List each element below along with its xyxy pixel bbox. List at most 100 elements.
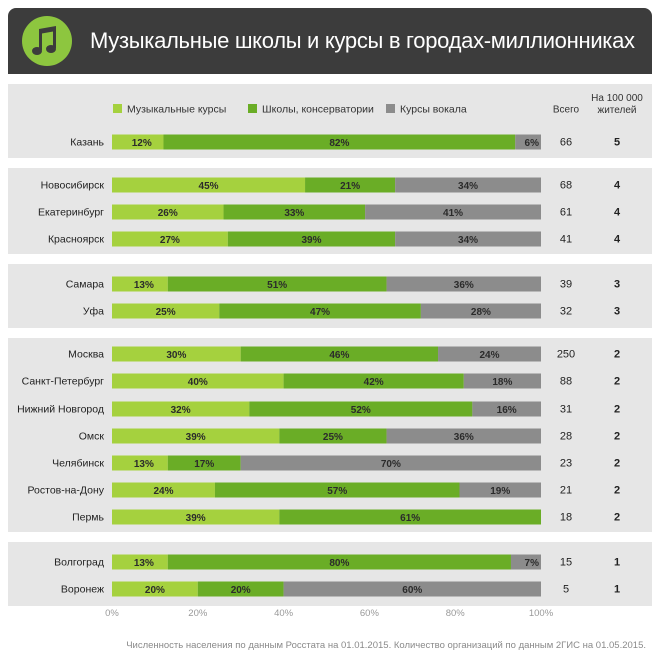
data-label: 57% xyxy=(327,486,347,497)
per100k-value: 3 xyxy=(614,306,620,318)
x-tick-label: 20% xyxy=(188,608,208,619)
header-bar: Музыкальные школы и курсы в городах-милл… xyxy=(8,8,652,74)
total-value: 21 xyxy=(560,485,572,497)
data-label: 60% xyxy=(402,585,422,596)
data-label: 39% xyxy=(301,235,321,246)
city-label: Казань xyxy=(70,137,104,149)
city-label: Новосибирск xyxy=(41,180,105,192)
column-header-total: Всего xyxy=(553,105,580,116)
footnote: Численность населения по данным Росстата… xyxy=(126,640,646,651)
bar-segment xyxy=(167,455,241,471)
total-value: 31 xyxy=(560,404,572,416)
stacked-bar-chart: Музыкальные курсы Школы, консерватории Кур… xyxy=(8,84,652,619)
data-label: 20% xyxy=(231,585,251,596)
per100k-value: 4 xyxy=(614,180,621,192)
city-label: Омск xyxy=(79,431,105,443)
bar-segment xyxy=(112,373,284,389)
x-tick-label: 60% xyxy=(360,608,380,619)
data-label: 24% xyxy=(153,486,173,497)
bar-segment xyxy=(214,482,460,498)
legend-swatch xyxy=(248,104,257,113)
data-label: 36% xyxy=(454,280,474,291)
data-label: 33% xyxy=(284,208,304,219)
bar-segment xyxy=(472,401,541,417)
bar-segment xyxy=(305,177,396,193)
total-value: 68 xyxy=(560,180,572,192)
total-value: 61 xyxy=(560,207,572,219)
bar-segment xyxy=(515,134,541,150)
total-value: 250 xyxy=(557,349,575,361)
city-label: Волгоград xyxy=(54,557,104,569)
total-value: 28 xyxy=(560,431,572,443)
city-label: Нижний Новгород xyxy=(17,404,104,416)
city-label: Москва xyxy=(68,349,104,361)
city-label: Самара xyxy=(66,279,104,291)
column-header-per100k: На 100 000 xyxy=(591,93,643,104)
data-label: 39% xyxy=(186,432,206,443)
total-value: 18 xyxy=(560,512,572,524)
x-tick-label: 40% xyxy=(274,608,294,619)
legend-swatch xyxy=(113,104,122,113)
bar-segment xyxy=(167,554,511,570)
bar-segment xyxy=(112,134,164,150)
total-value: 15 xyxy=(560,557,572,569)
per100k-value: 1 xyxy=(614,584,620,596)
total-value: 5 xyxy=(563,584,569,596)
city-label: Ростов-на-Дону xyxy=(28,485,105,497)
data-label: 30% xyxy=(166,350,186,361)
per100k-value: 4 xyxy=(614,207,621,219)
city-label: Санкт-Петербург xyxy=(22,376,105,388)
data-label: 13% xyxy=(134,280,154,291)
city-label: Пермь xyxy=(72,512,104,524)
column-header-per100k: жителей xyxy=(598,105,637,116)
city-label: Екатеринбург xyxy=(38,207,104,219)
bar-segment xyxy=(112,276,168,292)
data-label: 39% xyxy=(186,513,206,524)
bar-segment xyxy=(112,482,215,498)
data-label: 34% xyxy=(458,181,478,192)
per100k-value: 3 xyxy=(614,279,620,291)
bar-segment xyxy=(112,204,224,220)
per100k-value: 2 xyxy=(614,404,620,416)
per100k-value: 2 xyxy=(614,349,620,361)
bar-segment xyxy=(279,509,541,525)
data-label: 36% xyxy=(454,432,474,443)
bar-segment xyxy=(386,276,541,292)
data-label: 28% xyxy=(471,307,491,318)
data-label: 16% xyxy=(497,405,517,416)
city-label: Уфа xyxy=(83,306,104,318)
total-value: 88 xyxy=(560,376,572,388)
bar-segment xyxy=(283,581,541,597)
total-value: 39 xyxy=(560,279,572,291)
bar-segment xyxy=(510,554,541,570)
data-label: 24% xyxy=(480,350,500,361)
data-label: 51% xyxy=(267,280,287,291)
data-label: 80% xyxy=(329,558,349,569)
bar-segment xyxy=(112,428,280,444)
bar-segment xyxy=(112,554,168,570)
per100k-value: 5 xyxy=(614,137,620,149)
data-label: 82% xyxy=(329,138,349,149)
data-label: 34% xyxy=(458,235,478,246)
bar-segment xyxy=(112,455,168,471)
data-label: 52% xyxy=(351,405,371,416)
total-value: 32 xyxy=(560,306,572,318)
data-label: 13% xyxy=(134,558,154,569)
data-label: 46% xyxy=(329,350,349,361)
bar-segment xyxy=(438,346,541,362)
data-label: 6% xyxy=(525,138,540,149)
data-label: 25% xyxy=(323,432,343,443)
data-label: 18% xyxy=(492,377,512,388)
data-label: 32% xyxy=(171,405,191,416)
data-label: 27% xyxy=(160,235,180,246)
bar-segment xyxy=(197,581,284,597)
bar-segment xyxy=(279,428,387,444)
bar-segment xyxy=(219,303,421,319)
bar-segment xyxy=(240,455,541,471)
per100k-value: 2 xyxy=(614,431,620,443)
x-tick-label: 0% xyxy=(105,608,119,619)
bar-segment xyxy=(283,373,464,389)
bar-segment xyxy=(227,231,396,247)
bar-segment xyxy=(395,177,541,193)
total-value: 41 xyxy=(560,234,572,246)
